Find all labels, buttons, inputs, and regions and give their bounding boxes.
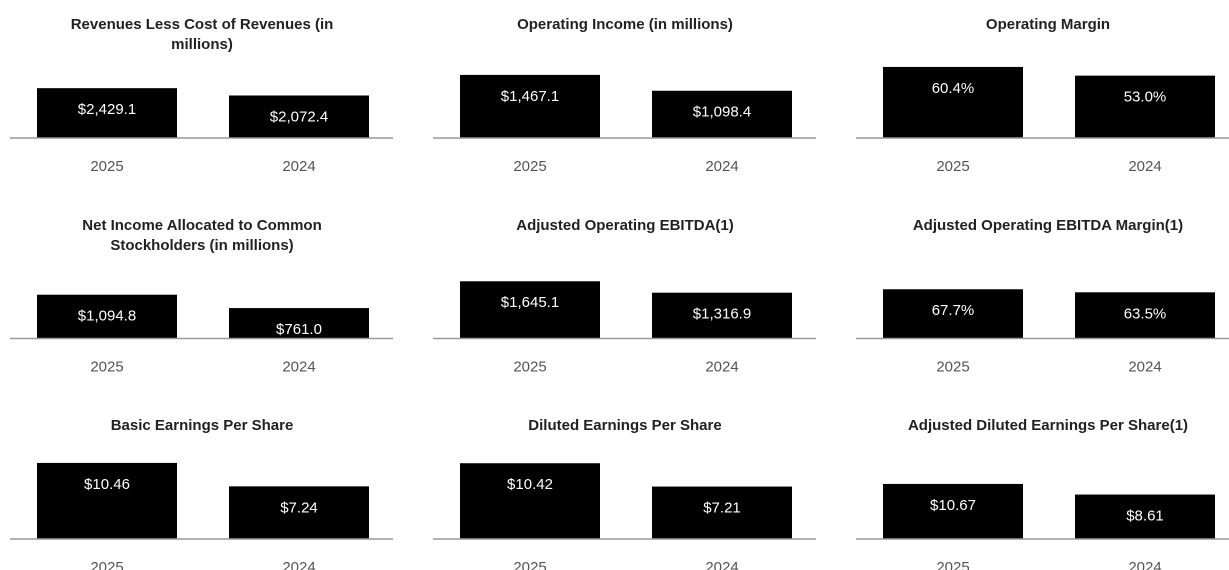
bar bbox=[652, 486, 792, 539]
chart-title: Operating Margin bbox=[985, 16, 1111, 33]
x-tick-label: 2025 bbox=[513, 158, 546, 175]
bar bbox=[883, 289, 1023, 339]
value-label: $1,467.1 bbox=[501, 88, 559, 105]
x-tick-label: 2025 bbox=[513, 358, 546, 375]
bar bbox=[652, 292, 792, 339]
bar bbox=[229, 308, 369, 339]
bar bbox=[229, 486, 369, 539]
bar bbox=[460, 281, 600, 339]
bar bbox=[1075, 75, 1215, 138]
value-label: $10.46 bbox=[84, 476, 130, 493]
value-label: $1,094.8 bbox=[78, 308, 136, 325]
value-label: 67.7% bbox=[932, 302, 975, 319]
bar bbox=[37, 294, 177, 339]
x-tick-label: 2025 bbox=[90, 158, 123, 175]
x-tick-label: 2025 bbox=[513, 559, 546, 570]
bar bbox=[229, 95, 369, 138]
bar bbox=[460, 463, 600, 539]
x-tick-label: 2024 bbox=[282, 559, 315, 570]
value-label: $7.21 bbox=[703, 500, 741, 517]
chart-title: Net Income Allocated to Common Stockhold… bbox=[82, 216, 322, 254]
value-label: $2,429.1 bbox=[78, 101, 136, 118]
bar bbox=[652, 90, 792, 138]
x-tick-label: 2024 bbox=[705, 358, 738, 375]
chart-title: Operating Income (in millions) bbox=[517, 16, 733, 33]
value-label: $1,645.1 bbox=[501, 294, 559, 311]
chart-title: Adjusted Operating EBITDA(1) bbox=[516, 216, 734, 234]
value-label: $1,316.9 bbox=[693, 306, 751, 323]
x-tick-label: 2024 bbox=[1128, 358, 1161, 375]
chart-title: Adjusted Operating EBITDA Margin(1) bbox=[912, 216, 1184, 234]
chart-title: Revenues Less Cost of Revenues (in milli… bbox=[70, 16, 334, 53]
bar bbox=[883, 483, 1023, 539]
value-label: $1,098.4 bbox=[693, 104, 751, 121]
bar bbox=[1075, 494, 1215, 539]
value-label: $761.0 bbox=[276, 321, 322, 338]
value-label: $10.67 bbox=[930, 497, 976, 514]
bar bbox=[883, 66, 1023, 138]
x-tick-label: 2024 bbox=[1128, 559, 1161, 570]
x-tick-label: 2024 bbox=[282, 358, 315, 375]
chart-title: Adjusted Diluted Earnings Per Share(1) bbox=[907, 417, 1189, 434]
chart-title: Diluted Earnings Per Share bbox=[528, 417, 722, 434]
x-tick-label: 2024 bbox=[705, 559, 738, 570]
x-tick-label: 2025 bbox=[90, 559, 123, 570]
x-tick-label: 2024 bbox=[705, 158, 738, 175]
x-tick-label: 2025 bbox=[936, 158, 969, 175]
x-tick-label: 2024 bbox=[1128, 158, 1161, 175]
value-label: $2,072.4 bbox=[270, 108, 328, 125]
x-tick-label: 2024 bbox=[282, 158, 315, 175]
x-tick-label: 2025 bbox=[936, 358, 969, 375]
value-label: $7.24 bbox=[280, 499, 318, 516]
bar bbox=[460, 74, 600, 138]
bar bbox=[37, 462, 177, 539]
value-label: $10.42 bbox=[507, 476, 553, 493]
value-label: 53.0% bbox=[1124, 89, 1167, 106]
value-label: $8.61 bbox=[1126, 508, 1164, 525]
x-tick-label: 2025 bbox=[90, 358, 123, 375]
chart-title: Basic Earnings Per Share bbox=[110, 417, 294, 434]
value-label: 60.4% bbox=[932, 80, 975, 97]
x-tick-label: 2025 bbox=[936, 559, 969, 570]
bar bbox=[37, 88, 177, 138]
bar bbox=[1075, 292, 1215, 339]
value-label: 63.5% bbox=[1124, 305, 1167, 322]
